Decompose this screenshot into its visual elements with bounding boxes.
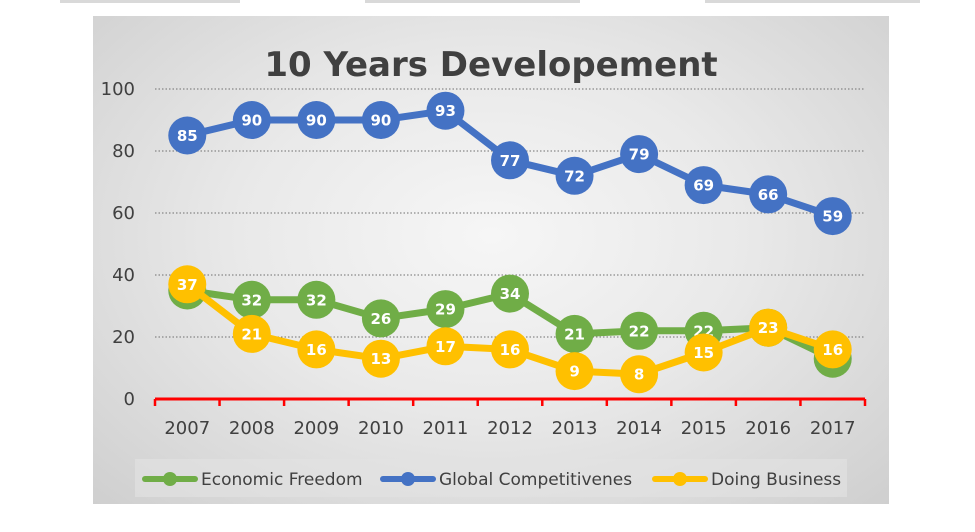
data-point-global-competitivenes-2014[interactable] (620, 135, 659, 174)
data-point-doing-business-2012[interactable] (491, 330, 529, 369)
data-point-doing-business-2017[interactable] (813, 330, 852, 369)
legend-label-economic-freedom: Economic Freedom (201, 470, 363, 490)
legend-item-economic-freedom[interactable]: Economic Freedom (142, 470, 363, 490)
data-label-economic-freedom-2009: 32 (306, 291, 327, 309)
data-label-doing-business-2015: 15 (693, 344, 714, 362)
data-point-global-competitivenes-2009[interactable] (297, 101, 336, 139)
series-global-competitivenes: 85 90 90 90 93 77 72 79 69 66 59 (168, 91, 852, 236)
y-tick-label-20: 20 (112, 327, 135, 348)
data-label-global-competitivenes-2009: 90 (306, 112, 327, 130)
data-point-economic-freedom-2011[interactable] (426, 290, 465, 329)
x-tick-label-2008: 2008 (229, 418, 275, 439)
legend-marker-economic-freedom (163, 472, 177, 486)
legend[interactable]: Economic Freedom Global Competitivenes Doi… (135, 459, 847, 497)
legend-box (135, 459, 847, 497)
data-label-doing-business-2014: 8 (634, 366, 644, 384)
data-point-global-competitivenes-2011[interactable] (426, 91, 465, 130)
data-label-doing-business-2007: 37 (177, 276, 198, 294)
legend-label-global-competitivenes: Global Competitivenes (439, 470, 632, 490)
data-label-economic-freedom-2012: 34 (500, 285, 521, 303)
x-tick-label-2009: 2009 (293, 418, 339, 439)
data-point-doing-business-2007[interactable] (168, 265, 207, 304)
legend-marker-doing-business (673, 472, 687, 486)
data-label-global-competitivenes-2013: 72 (564, 167, 585, 185)
data-point-doing-business-2013[interactable] (555, 352, 594, 391)
data-point-economic-freedom-2013[interactable] (555, 314, 594, 353)
data-point-doing-business-2008[interactable] (232, 314, 271, 353)
data-point-doing-business-2015[interactable] (684, 333, 723, 372)
data-label-global-competitivenes-2008: 90 (241, 112, 262, 130)
y-tick-label-40: 40 (112, 265, 135, 286)
data-label-doing-business-2008: 21 (241, 325, 262, 343)
data-point-doing-business-2016[interactable] (749, 308, 788, 347)
data-point-doing-business-2011[interactable] (426, 327, 465, 366)
top-edge-rule-left (60, 0, 240, 3)
x-tick-label-2010: 2010 (358, 418, 404, 439)
x-tick-label-2013: 2013 (552, 418, 598, 439)
legend-item-global-competitivenes[interactable]: Global Competitivenes (380, 470, 632, 490)
series-doing-business: 37 21 16 13 17 16 9 8 15 23 16 (168, 265, 852, 394)
legend-item-doing-business[interactable]: Doing Business (652, 470, 841, 490)
data-point-doing-business-2009[interactable] (297, 330, 336, 369)
data-point-economic-freedom-2009[interactable] (297, 280, 336, 319)
data-point-doing-business-2014[interactable] (620, 355, 659, 394)
top-edge-rule-middle (365, 0, 580, 3)
y-tick-label-80: 80 (112, 141, 135, 162)
x-tick-label-2015: 2015 (681, 418, 727, 439)
data-point-global-competitivenes-2015[interactable] (684, 166, 723, 205)
data-label-doing-business-2010: 13 (370, 350, 391, 368)
y-tick-label-0: 0 (124, 389, 135, 410)
data-label-economic-freedom-2008: 32 (241, 291, 262, 309)
data-label-doing-business-2009: 16 (306, 341, 327, 359)
x-tick-label-2011: 2011 (423, 418, 469, 439)
data-point-economic-freedom-2012[interactable] (491, 274, 529, 313)
data-point-global-competitivenes-2017[interactable] (813, 197, 852, 236)
x-tick-label-2014: 2014 (616, 418, 662, 439)
data-label-economic-freedom-2014: 22 (629, 322, 650, 340)
data-point-global-competitivenes-2013[interactable] (555, 156, 594, 195)
x-tick-label-2007: 2007 (164, 418, 210, 439)
data-point-global-competitivenes-2012[interactable] (491, 141, 529, 180)
series-group: 3532322629342122221385909090937772796966… (168, 91, 852, 394)
data-label-economic-freedom-2010: 26 (370, 310, 391, 328)
data-label-economic-freedom-2013: 21 (564, 325, 585, 343)
y-tick-label-100: 100 (101, 79, 135, 100)
axes: 0 20 40 60 80 100 2007 2008 2009 2010 2011 2012 2013… (101, 79, 867, 439)
data-label-doing-business-2011: 17 (435, 338, 456, 356)
data-label-global-competitivenes-2011: 93 (435, 102, 456, 120)
x-tick-label-2017: 2017 (810, 418, 856, 439)
x-tick-label-2012: 2012 (487, 418, 533, 439)
legend-marker-global-competitivenes (401, 472, 415, 486)
chart-panel: 10 Years Developement 0 20 40 60 80 100 2007 20… (93, 16, 889, 504)
line-chart: 10 Years Developement 0 20 40 60 80 100 2007 20… (101, 45, 867, 497)
data-label-global-competitivenes-2016: 66 (758, 186, 779, 204)
data-label-global-competitivenes-2014: 79 (629, 146, 650, 164)
data-point-doing-business-2010[interactable] (361, 339, 400, 378)
data-label-global-competitivenes-2007: 85 (177, 127, 198, 145)
x-tick-label-2016: 2016 (745, 418, 791, 439)
data-point-economic-freedom-2014[interactable] (620, 311, 659, 350)
data-label-economic-freedom-2011: 29 (435, 301, 456, 319)
data-label-global-competitivenes-2012: 77 (500, 152, 521, 170)
data-point-economic-freedom-2008[interactable] (232, 280, 271, 319)
data-point-global-competitivenes-2008[interactable] (232, 101, 271, 139)
data-label-doing-business-2017: 16 (822, 341, 843, 359)
data-point-economic-freedom-2010[interactable] (361, 299, 400, 338)
data-point-global-competitivenes-2007[interactable] (168, 116, 207, 155)
legend-label-doing-business: Doing Business (711, 470, 841, 490)
chart-title: 10 Years Developement (264, 45, 717, 85)
data-label-global-competitivenes-2010: 90 (370, 112, 391, 130)
y-tick-label-60: 60 (112, 203, 135, 224)
data-label-global-competitivenes-2015: 69 (693, 177, 714, 195)
data-label-doing-business-2013: 9 (569, 363, 579, 381)
data-label-doing-business-2012: 16 (500, 341, 521, 359)
data-label-global-competitivenes-2017: 59 (822, 208, 843, 226)
data-point-global-competitivenes-2010[interactable] (361, 101, 400, 139)
top-edge-rule-right (705, 0, 920, 3)
data-point-global-competitivenes-2016[interactable] (749, 175, 788, 214)
data-label-doing-business-2016: 23 (758, 319, 779, 337)
